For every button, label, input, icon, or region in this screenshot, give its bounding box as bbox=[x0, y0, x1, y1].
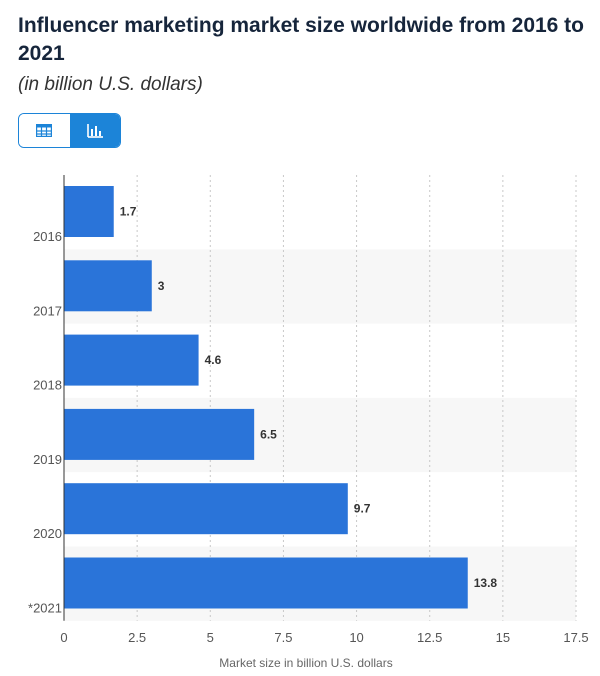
value-label: 4.6 bbox=[205, 353, 222, 367]
x-tick-label: 12.5 bbox=[417, 630, 442, 645]
value-label: 6.5 bbox=[260, 427, 277, 441]
bar bbox=[64, 260, 152, 312]
category-label: 2018 bbox=[33, 378, 62, 393]
gridlines bbox=[136, 175, 577, 621]
category-label: 2016 bbox=[33, 229, 62, 244]
category-labels: 2016 2017 2018 2019 2020 *2021 bbox=[28, 229, 62, 616]
value-label: 9.7 bbox=[354, 502, 371, 516]
table-view-button[interactable] bbox=[19, 114, 70, 147]
bars bbox=[64, 186, 468, 609]
bar bbox=[64, 483, 348, 535]
chart-subtitle: (in billion U.S. dollars) bbox=[18, 74, 203, 95]
x-tick-label: 15 bbox=[496, 630, 510, 645]
table-icon bbox=[36, 124, 53, 137]
view-toggle bbox=[18, 113, 121, 148]
x-tick-label: 0 bbox=[60, 630, 67, 645]
value-labels: 1.7 3 4.6 6.5 9.7 13.8 bbox=[120, 205, 498, 591]
category-label: 2017 bbox=[33, 303, 62, 318]
value-label: 1.7 bbox=[120, 205, 137, 219]
bar bbox=[64, 557, 468, 609]
category-label: *2021 bbox=[28, 601, 62, 616]
x-tick-label: 7.5 bbox=[274, 630, 292, 645]
category-label: 2020 bbox=[33, 526, 62, 541]
bar bbox=[64, 334, 199, 386]
bar-chart-icon bbox=[86, 123, 103, 138]
x-tick-label: 5 bbox=[207, 630, 214, 645]
bar bbox=[64, 408, 255, 460]
x-tick-label: 10 bbox=[349, 630, 363, 645]
chart-view-button[interactable] bbox=[69, 114, 120, 147]
value-label: 13.8 bbox=[474, 576, 498, 590]
x-axis-title: Market size in billion U.S. dollars bbox=[219, 656, 392, 670]
bar bbox=[64, 186, 114, 237]
x-tick-labels: 0 2.5 5 7.5 10 12.5 15 17.5 bbox=[60, 630, 588, 645]
x-tick-label: 2.5 bbox=[128, 630, 146, 645]
category-label: 2019 bbox=[33, 452, 62, 467]
chart-title: Influencer marketing market size worldwi… bbox=[18, 14, 585, 65]
x-tick-label: 17.5 bbox=[563, 630, 588, 645]
value-label: 3 bbox=[158, 279, 165, 293]
